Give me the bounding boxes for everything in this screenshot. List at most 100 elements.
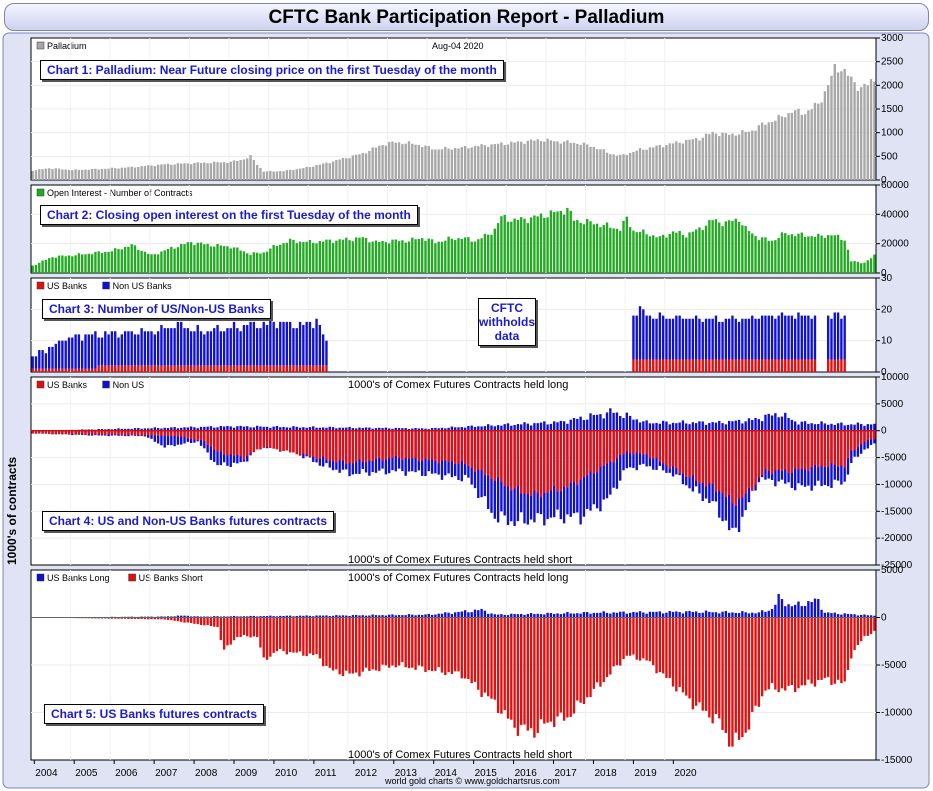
chart4-ytick-label: -10000 bbox=[881, 479, 913, 490]
chart2-bar bbox=[741, 225, 744, 273]
chart4-us-short-bar bbox=[437, 430, 440, 464]
chart4-us-short-bar bbox=[84, 430, 87, 435]
chart5-short-bar bbox=[595, 617, 599, 683]
chart4-us-short-bar bbox=[599, 430, 602, 467]
chart4-long-bar bbox=[817, 424, 820, 431]
chart4-us-short-bar bbox=[645, 430, 648, 455]
chart3-ytick-label: 10 bbox=[881, 336, 893, 347]
chart3-us-bar bbox=[658, 359, 662, 372]
chart3-nonus-bar bbox=[724, 318, 728, 360]
chart2-bar bbox=[302, 242, 305, 273]
chart5-long-bar bbox=[569, 613, 572, 618]
chart3-us-bar bbox=[117, 365, 120, 372]
chart5-short-bar bbox=[163, 617, 166, 620]
chart4-long-bar bbox=[354, 428, 358, 431]
chart1-bar bbox=[817, 103, 820, 180]
chart4-long-bar bbox=[361, 427, 364, 431]
chart5-long-bar bbox=[160, 616, 163, 618]
chart3-us-bar bbox=[731, 359, 734, 372]
chart1-bar bbox=[199, 162, 203, 180]
chart2-bar bbox=[589, 221, 592, 273]
chart4-us-short-bar bbox=[209, 430, 213, 447]
chart4-us-short-bar bbox=[57, 430, 61, 434]
chart4-us-short-bar bbox=[873, 430, 876, 440]
chart4-us-short-bar bbox=[397, 430, 401, 459]
chart5-short-bar bbox=[704, 617, 708, 711]
chart4-us-short-bar bbox=[500, 430, 503, 482]
chart5-short-bar bbox=[404, 617, 407, 668]
chart5-short-bar bbox=[635, 617, 638, 660]
chart3-us-bar bbox=[694, 359, 698, 372]
chart4-us-short-bar bbox=[506, 430, 510, 487]
chart2-bar bbox=[767, 240, 770, 273]
chart2-bar bbox=[38, 262, 41, 273]
chart4-us-short-bar bbox=[843, 430, 846, 468]
chart4-us-short-bar bbox=[675, 430, 678, 469]
chart3-nonus-bar bbox=[688, 318, 691, 360]
chart4-us-short-bar bbox=[123, 430, 127, 436]
chart5-long-bar bbox=[331, 615, 335, 618]
chart5-long-bar bbox=[645, 613, 648, 618]
chart2-bar bbox=[671, 231, 675, 273]
chart5-long-bar bbox=[411, 614, 414, 618]
chart3-us-bar bbox=[51, 368, 54, 372]
chart3-us-bar bbox=[232, 365, 236, 372]
chart2-bar bbox=[850, 261, 853, 273]
chart1-bar bbox=[378, 145, 381, 180]
chart2-bar bbox=[595, 223, 599, 273]
chart4-us-short-bar bbox=[833, 430, 836, 465]
chart1-bar bbox=[701, 137, 704, 180]
chart3-nonus-bar bbox=[668, 318, 671, 360]
chart1-bar bbox=[213, 161, 216, 180]
chart3-nonus-bar bbox=[292, 328, 295, 366]
chart4-us-short-bar bbox=[298, 430, 302, 456]
chart4-us-short-bar bbox=[655, 430, 658, 458]
chart4-us-short-bar bbox=[265, 430, 269, 447]
chart5-short-bar bbox=[424, 617, 427, 673]
chart3-nonus-bar bbox=[665, 318, 668, 360]
chart2-bar bbox=[71, 256, 74, 273]
chart5-long-bar bbox=[437, 613, 440, 618]
chart2-bar bbox=[605, 222, 609, 273]
chart4-long-bar bbox=[460, 427, 463, 431]
chart4-us-short-bar bbox=[328, 430, 331, 461]
chart4-us-short-bar bbox=[826, 430, 830, 468]
chart4-us-short-bar bbox=[275, 430, 279, 450]
chart4-long-bar bbox=[843, 425, 846, 431]
chart4-us-short-bar bbox=[817, 430, 820, 468]
chart2-bar bbox=[513, 218, 516, 273]
chart3-nonus-bar bbox=[41, 350, 44, 369]
chart5-short-bar bbox=[734, 617, 737, 733]
chart5-short-bar bbox=[354, 617, 358, 673]
chart3-us-bar bbox=[275, 365, 279, 372]
chart5-long-bar bbox=[770, 608, 774, 618]
chart5-long-bar bbox=[308, 615, 312, 618]
chart3-us-bar bbox=[255, 365, 259, 372]
chart3-nonus-bar bbox=[64, 340, 67, 369]
chart5-long-bar bbox=[467, 612, 470, 618]
chart4-nonus-short-bar bbox=[166, 430, 170, 446]
chart1-bar bbox=[358, 154, 361, 180]
chart1-bar bbox=[427, 146, 430, 180]
chart4-us-short-bar bbox=[678, 430, 681, 474]
chart2-bar bbox=[48, 258, 51, 273]
chart5-long-bar bbox=[173, 616, 176, 618]
chart5-long-bar bbox=[566, 612, 569, 618]
chart4-us-short-bar bbox=[345, 430, 348, 464]
chart4-us-short-bar bbox=[427, 430, 430, 461]
chart1-bar bbox=[813, 102, 817, 180]
chart4-us-short-bar bbox=[536, 430, 539, 493]
chart3-nonus-bar bbox=[645, 315, 648, 360]
chart5-long-bar bbox=[364, 615, 368, 618]
chart5-short-bar bbox=[731, 617, 734, 747]
chart4-us-short-bar bbox=[262, 430, 265, 448]
chart5-long-bar bbox=[609, 613, 612, 618]
chart5-short-bar bbox=[724, 617, 728, 733]
chart3-nonus-bar bbox=[632, 315, 635, 360]
chart5-short-bar bbox=[813, 617, 817, 687]
chart4-us-short-bar bbox=[288, 430, 292, 453]
chart5-long-bar bbox=[384, 615, 388, 618]
chart1-bar bbox=[638, 148, 642, 180]
chart3-us-bar bbox=[803, 359, 807, 372]
chart3-us-bar bbox=[698, 359, 701, 372]
